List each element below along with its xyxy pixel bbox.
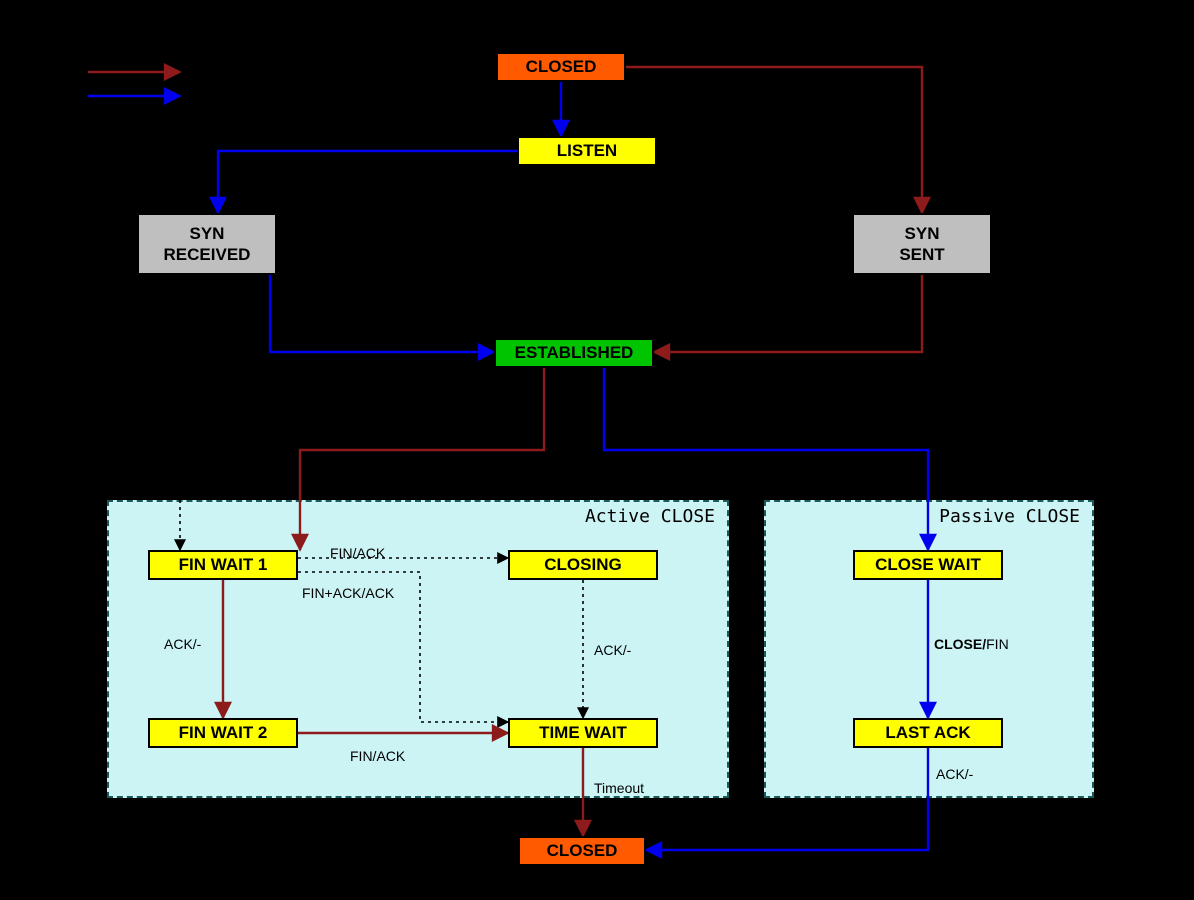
edge-layer	[0, 0, 1194, 900]
edge-e6	[300, 368, 544, 550]
state-syn_recv: SYN RECEIVED	[137, 213, 277, 275]
edge-label-e11: ACK/-	[164, 636, 201, 652]
edge-label-e10: FIN+ACK/ACK	[302, 585, 394, 601]
state-listen: LISTEN	[517, 136, 657, 166]
edge-e3	[218, 151, 517, 213]
edge-label-e9: FIN/ACK	[330, 545, 385, 561]
state-close_wait: CLOSE WAIT	[853, 550, 1003, 580]
edge-label-e15: CLOSE/FIN	[934, 636, 1009, 652]
state-fin_wait_2: FIN WAIT 2	[148, 718, 298, 748]
edge-e4	[270, 275, 494, 352]
state-last_ack: LAST ACK	[853, 718, 1003, 748]
edge-label-e14: Timeout	[594, 780, 644, 796]
edge-e16	[646, 748, 928, 850]
state-closed_top: CLOSED	[496, 52, 626, 82]
edge-e2	[626, 67, 922, 213]
state-fin_wait_1: FIN WAIT 1	[148, 550, 298, 580]
edge-label-e16: ACK/-	[936, 766, 973, 782]
edge-label-e13: FIN/ACK	[350, 748, 405, 764]
state-established: ESTABLISHED	[494, 338, 654, 368]
edge-label-e12: ACK/-	[594, 642, 631, 658]
state-closing: CLOSING	[508, 550, 658, 580]
edge-e7	[604, 368, 928, 550]
edge-e5	[654, 275, 922, 352]
state-closed_bot: CLOSED	[518, 836, 646, 866]
tcp-state-diagram: Active CLOSEPassive CLOSE FIN/ACKFIN+ACK…	[0, 0, 1194, 900]
state-time_wait: TIME WAIT	[508, 718, 658, 748]
state-syn_sent: SYN SENT	[852, 213, 992, 275]
